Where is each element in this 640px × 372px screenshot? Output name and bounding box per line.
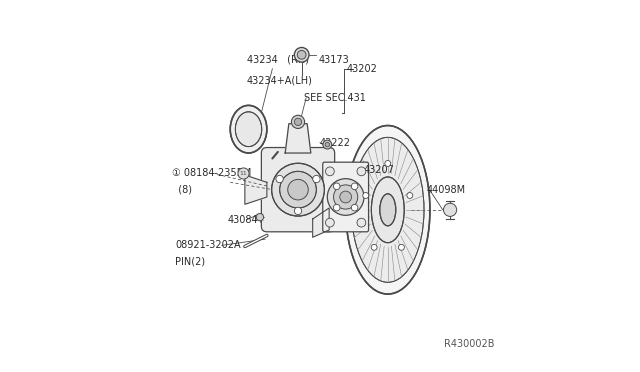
Text: (8): (8) — [172, 185, 191, 195]
Circle shape — [371, 244, 377, 250]
Polygon shape — [245, 175, 267, 204]
Text: 43234   (RH): 43234 (RH) — [246, 55, 308, 65]
Ellipse shape — [236, 112, 262, 147]
Circle shape — [313, 175, 320, 183]
Text: R430002B: R430002B — [444, 339, 494, 349]
Circle shape — [294, 48, 309, 62]
Ellipse shape — [371, 177, 404, 243]
Text: ① 08184-2355M: ① 08184-2355M — [172, 168, 251, 178]
Circle shape — [351, 183, 358, 190]
Circle shape — [399, 244, 404, 250]
Circle shape — [357, 167, 366, 176]
Circle shape — [288, 179, 308, 200]
Ellipse shape — [351, 137, 424, 282]
Circle shape — [291, 115, 305, 128]
Circle shape — [357, 218, 366, 227]
Polygon shape — [313, 208, 329, 237]
Circle shape — [444, 203, 457, 217]
Circle shape — [407, 193, 413, 198]
Circle shape — [333, 185, 358, 209]
Text: 43222: 43222 — [319, 138, 350, 148]
Text: 11: 11 — [239, 171, 247, 176]
Circle shape — [363, 193, 369, 198]
Text: SEE SEC.431: SEE SEC.431 — [303, 93, 365, 103]
Circle shape — [323, 140, 332, 149]
Circle shape — [333, 183, 340, 190]
Circle shape — [333, 204, 340, 211]
Circle shape — [385, 160, 391, 166]
Circle shape — [351, 204, 358, 211]
Circle shape — [294, 118, 301, 125]
Circle shape — [340, 191, 351, 203]
FancyBboxPatch shape — [261, 148, 335, 232]
Ellipse shape — [346, 125, 430, 294]
Text: 43202: 43202 — [346, 64, 377, 74]
Text: 43084: 43084 — [228, 215, 259, 225]
Text: 43207: 43207 — [364, 164, 394, 174]
Text: PIN(2): PIN(2) — [175, 257, 205, 267]
Text: 08921-3202A: 08921-3202A — [175, 240, 241, 250]
Polygon shape — [285, 124, 311, 153]
Circle shape — [326, 167, 334, 176]
Circle shape — [280, 171, 316, 208]
Circle shape — [276, 175, 284, 183]
Text: 44098M: 44098M — [426, 185, 465, 195]
Circle shape — [298, 51, 306, 59]
Text: 43173: 43173 — [319, 55, 349, 65]
Circle shape — [325, 142, 330, 147]
Circle shape — [256, 214, 264, 221]
Circle shape — [271, 163, 324, 216]
FancyBboxPatch shape — [323, 162, 369, 232]
Ellipse shape — [230, 105, 267, 153]
Text: 43234+A(LH): 43234+A(LH) — [246, 76, 312, 86]
Ellipse shape — [380, 194, 396, 226]
Circle shape — [326, 218, 334, 227]
Circle shape — [294, 207, 301, 215]
Circle shape — [327, 179, 364, 215]
